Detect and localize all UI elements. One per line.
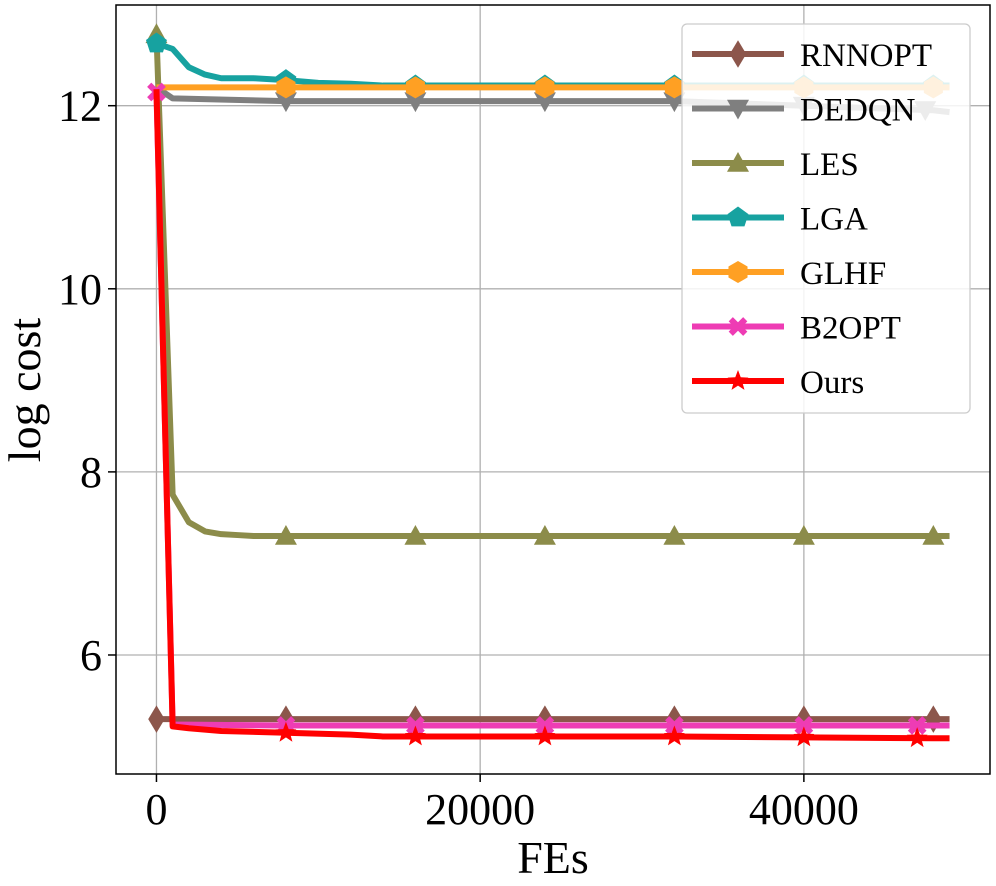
y-tick-label: 12 [58, 82, 102, 131]
legend-marker-ours [727, 370, 749, 390]
legend-label-les: LES [800, 147, 859, 183]
series-marker-ours [534, 725, 556, 746]
legend-marker-dedqn [727, 99, 749, 120]
legend-item-dedqn: DEDQN [692, 93, 916, 129]
y-tick-label: 6 [80, 631, 102, 680]
legend: RNNOPT DEDQN LES LGA GLHF B2OPT Ours [681, 23, 971, 414]
y-tick-label: 10 [58, 265, 102, 314]
series-marker-dedqn [663, 92, 686, 113]
series-marker-ours [906, 727, 928, 748]
series-marker-ours [275, 721, 297, 742]
ticks: 0 20000 40000 6 8 10 12 [58, 82, 859, 834]
legend-label-b2opt: B2OPT [800, 311, 901, 347]
y-axis-label: log cost [0, 318, 50, 463]
series-marker-les [404, 524, 427, 545]
legend-item-les: LES [692, 147, 859, 183]
series-les [145, 23, 950, 545]
series-marker-rnnopt [148, 705, 165, 733]
series-marker-lga [146, 32, 167, 53]
series-marker-les [792, 524, 815, 545]
legend-item-ours: Ours [692, 365, 864, 401]
legend-marker-b2opt [728, 317, 748, 336]
series-line-les [153, 34, 950, 539]
y-tick-label: 8 [80, 448, 102, 497]
legend-box [681, 23, 971, 414]
series-layer [145, 23, 950, 748]
x-tick-label: 0 [145, 785, 167, 834]
legend-label-ours: Ours [800, 365, 864, 401]
legend-marker-glhf [728, 261, 748, 283]
legend-label-dedqn: DEDQN [800, 93, 916, 129]
legend-marker-rnnopt [729, 40, 747, 68]
x-tick-label: 40000 [749, 785, 859, 834]
series-marker-les [922, 524, 945, 545]
legend-label-rnnopt: RNNOPT [800, 38, 932, 74]
plot-frame [115, 4, 991, 775]
series-ours [153, 89, 950, 748]
legend-item-lga: LGA [692, 202, 868, 238]
series-marker-dedqn [533, 92, 556, 113]
x-tick-label: 20000 [425, 785, 535, 834]
series-marker-ours [793, 726, 815, 747]
series-marker-dedqn [274, 92, 297, 113]
x-axis-label: FEs [517, 832, 589, 883]
series-marker-b2opt [794, 716, 814, 735]
series-marker-glhf [405, 76, 425, 99]
legend-marker-les [727, 152, 749, 172]
series-marker-les [663, 524, 686, 545]
legend-label-glhf: GLHF [800, 256, 886, 292]
series-marker-glhf [535, 76, 555, 99]
series-marker-glhf [276, 76, 296, 99]
series-marker-dedqn [404, 92, 427, 113]
legend-item-glhf: GLHF [692, 256, 886, 292]
series-marker-les [274, 524, 297, 545]
series-marker-glhf [664, 76, 684, 99]
series-marker-les [533, 524, 556, 545]
series-marker-ours [663, 725, 685, 746]
legend-label-lga: LGA [800, 202, 868, 238]
legend-item-b2opt: B2OPT [692, 311, 901, 347]
series-marker-b2opt [907, 716, 927, 735]
legend-marker-lga [727, 206, 749, 227]
legend-item-rnnopt: RNNOPT [692, 38, 932, 74]
series-marker-ours [404, 725, 426, 746]
